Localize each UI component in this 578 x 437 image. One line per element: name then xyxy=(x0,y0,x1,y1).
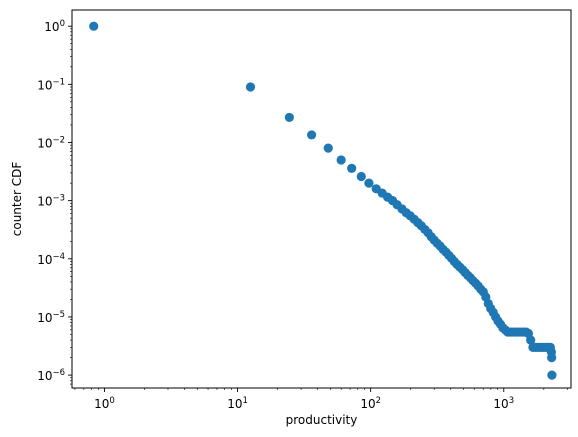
data-point xyxy=(245,82,256,92)
y-tick-label: 10−4 xyxy=(37,252,65,267)
data-point xyxy=(526,335,536,345)
data-point xyxy=(547,370,557,380)
data-points xyxy=(89,21,557,380)
y-tick-label: 10−3 xyxy=(37,194,65,209)
x-tick-label: 102 xyxy=(360,396,381,411)
data-point xyxy=(284,112,294,123)
y-tick-label: 10−6 xyxy=(37,368,65,383)
data-point xyxy=(89,21,99,31)
data-point xyxy=(364,178,374,188)
y-tick-label: 100 xyxy=(44,19,65,34)
y-tick-label: 10−2 xyxy=(37,136,65,151)
x-tick-label: 100 xyxy=(94,396,115,411)
data-point xyxy=(323,143,333,153)
x-tick-label: 101 xyxy=(227,396,248,411)
data-point xyxy=(547,353,557,363)
x-tick-label: 103 xyxy=(493,396,514,411)
data-point xyxy=(347,163,357,173)
y-tick-label: 10−5 xyxy=(37,310,65,325)
plot-frame xyxy=(71,9,572,389)
data-point xyxy=(336,155,346,165)
data-point xyxy=(307,130,317,140)
y-axis: 100 10−1 10−2 10−3 10−4 10−5 10−6 xyxy=(37,19,72,385)
x-axis: 100 101 102 103 xyxy=(74,388,568,411)
x-axis-label: productivity xyxy=(286,413,358,427)
y-axis-label: counter CDF xyxy=(10,162,24,237)
data-point xyxy=(356,171,366,182)
y-tick-label: 10−1 xyxy=(37,77,65,92)
